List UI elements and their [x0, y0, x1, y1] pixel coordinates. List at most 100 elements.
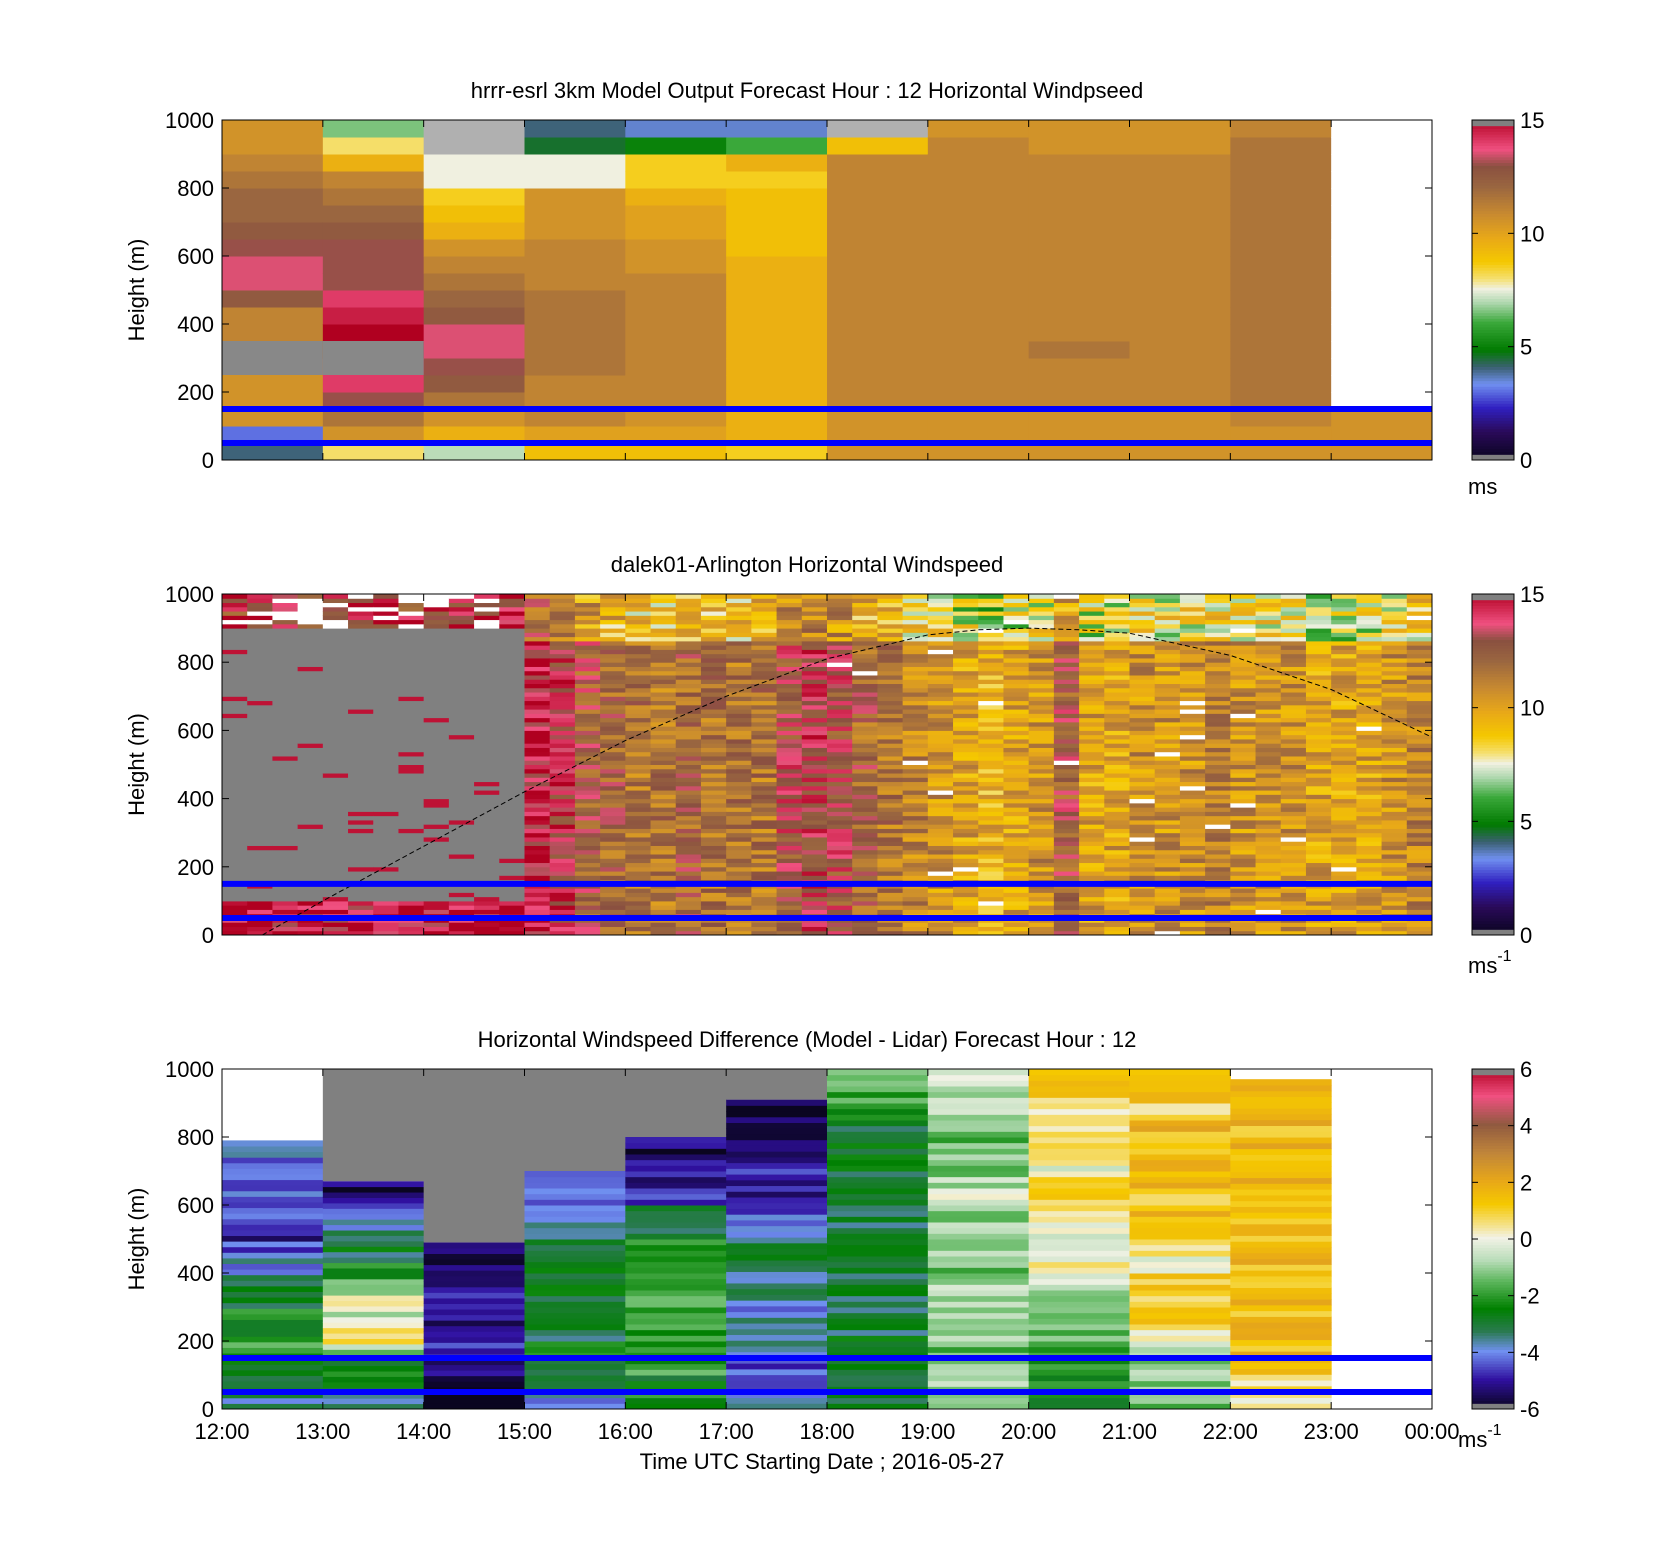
heatmap-cell — [1129, 1403, 1231, 1410]
heatmap-cell — [1154, 815, 1181, 821]
heatmap-cell — [726, 1351, 828, 1358]
heatmap-cell — [801, 632, 828, 638]
heatmap-cell — [852, 619, 878, 625]
heatmap-cell — [1179, 858, 1206, 864]
heatmap-cell — [902, 679, 929, 685]
heatmap-cell — [423, 845, 450, 851]
heatmap-cell — [1028, 628, 1055, 633]
heatmap-cell — [1053, 768, 1080, 774]
heatmap-cell — [1028, 1261, 1130, 1268]
heatmap-cell — [1280, 666, 1307, 672]
heatmap-cell — [927, 1210, 1030, 1217]
heatmap-cell — [222, 1257, 324, 1265]
heatmap-cell — [1205, 802, 1231, 808]
heatmap-cell — [726, 764, 752, 770]
heatmap-cell — [1028, 1120, 1130, 1127]
heatmap-cell — [1230, 666, 1257, 672]
heatmap-cell — [600, 606, 626, 612]
heatmap-cell — [1331, 862, 1357, 868]
heatmap-cell — [1331, 137, 1433, 155]
heatmap-cell — [650, 615, 677, 621]
heatmap-cell — [398, 615, 425, 621]
heatmap-cell — [1154, 892, 1181, 898]
heatmap-cell — [222, 781, 248, 787]
heatmap-cell — [1356, 662, 1383, 667]
heatmap-cell — [1104, 905, 1130, 910]
colorbar-segment — [1472, 148, 1514, 152]
heatmap-cell — [297, 815, 324, 821]
heatmap-cell — [247, 709, 273, 714]
heatmap-cell — [852, 930, 878, 936]
heatmap-cell — [322, 1257, 425, 1264]
heatmap-cell — [726, 1288, 828, 1295]
heatmap-cell — [222, 606, 248, 612]
heatmap-cell — [600, 721, 626, 727]
heatmap-cell — [1230, 768, 1257, 774]
heatmap-cell — [423, 205, 525, 223]
heatmap-cell — [448, 836, 475, 842]
heatmap-cell — [474, 666, 500, 672]
heatmap-cell — [1205, 645, 1231, 650]
colorbar-segment — [1472, 420, 1514, 424]
heatmap-cell — [524, 1193, 626, 1200]
heatmap-cell — [322, 696, 349, 702]
heatmap-cell — [1406, 594, 1433, 599]
heatmap-cell — [927, 632, 954, 638]
heatmap-cell — [1129, 674, 1156, 680]
heatmap-cell — [953, 768, 979, 774]
heatmap-cell — [524, 1318, 626, 1325]
heatmap-cell — [625, 888, 652, 893]
heatmap-cell — [272, 773, 299, 778]
heatmap-cell — [978, 836, 1004, 842]
heatmap-cell — [726, 674, 752, 680]
heatmap-cell — [1154, 700, 1181, 706]
heatmap-cell — [1305, 640, 1332, 646]
heatmap-cell — [1104, 662, 1130, 667]
colorbar-segment — [1472, 710, 1514, 714]
heatmap-cell — [600, 726, 626, 731]
heatmap-cell — [272, 926, 299, 932]
heatmap-cell — [1154, 594, 1181, 599]
heatmap-cell — [574, 854, 601, 859]
heatmap-cell — [1129, 154, 1231, 172]
heatmap-cell — [272, 602, 299, 608]
heatmap-cell — [398, 721, 425, 727]
heatmap-cell — [776, 611, 803, 616]
heatmap-cell — [877, 636, 904, 642]
heatmap-cell — [448, 900, 475, 906]
heatmap-cell — [474, 824, 500, 829]
heatmap-cell — [1129, 222, 1231, 240]
heatmap-cell — [1028, 1080, 1130, 1087]
heatmap-cell — [1331, 858, 1357, 864]
heatmap-cell — [1381, 726, 1408, 731]
heatmap-cell — [726, 341, 828, 359]
heatmap-cell — [1280, 751, 1307, 757]
heatmap-cell — [625, 645, 652, 650]
heatmap-cell — [827, 679, 853, 685]
heatmap-cell — [751, 696, 778, 702]
heatmap-cell — [348, 700, 374, 706]
heatmap-cell — [927, 1103, 1030, 1110]
heatmap-cell — [1053, 747, 1080, 753]
heatmap-cell — [448, 726, 475, 731]
heatmap-cell — [1053, 875, 1080, 881]
heatmap-cell — [423, 619, 450, 625]
heatmap-cell — [1280, 636, 1307, 642]
heatmap-cell — [1305, 606, 1332, 612]
heatmap-cell — [1104, 602, 1130, 608]
heatmap-cell — [675, 726, 702, 731]
heatmap-cell — [423, 755, 450, 761]
heatmap-cell — [1280, 768, 1307, 774]
heatmap-cell — [524, 704, 551, 710]
colorbar-segment — [1472, 608, 1514, 612]
heatmap-cell — [1356, 734, 1383, 740]
heatmap-cell — [1356, 892, 1383, 898]
heatmap-cell — [247, 755, 273, 761]
heatmap-cell — [322, 730, 349, 736]
heatmap-cell — [953, 896, 979, 902]
heatmap-cell — [222, 1375, 324, 1382]
heatmap-cell — [247, 815, 273, 821]
heatmap-cell — [499, 632, 525, 638]
heatmap-cell — [827, 1125, 929, 1132]
heatmap-cell — [1028, 785, 1055, 791]
